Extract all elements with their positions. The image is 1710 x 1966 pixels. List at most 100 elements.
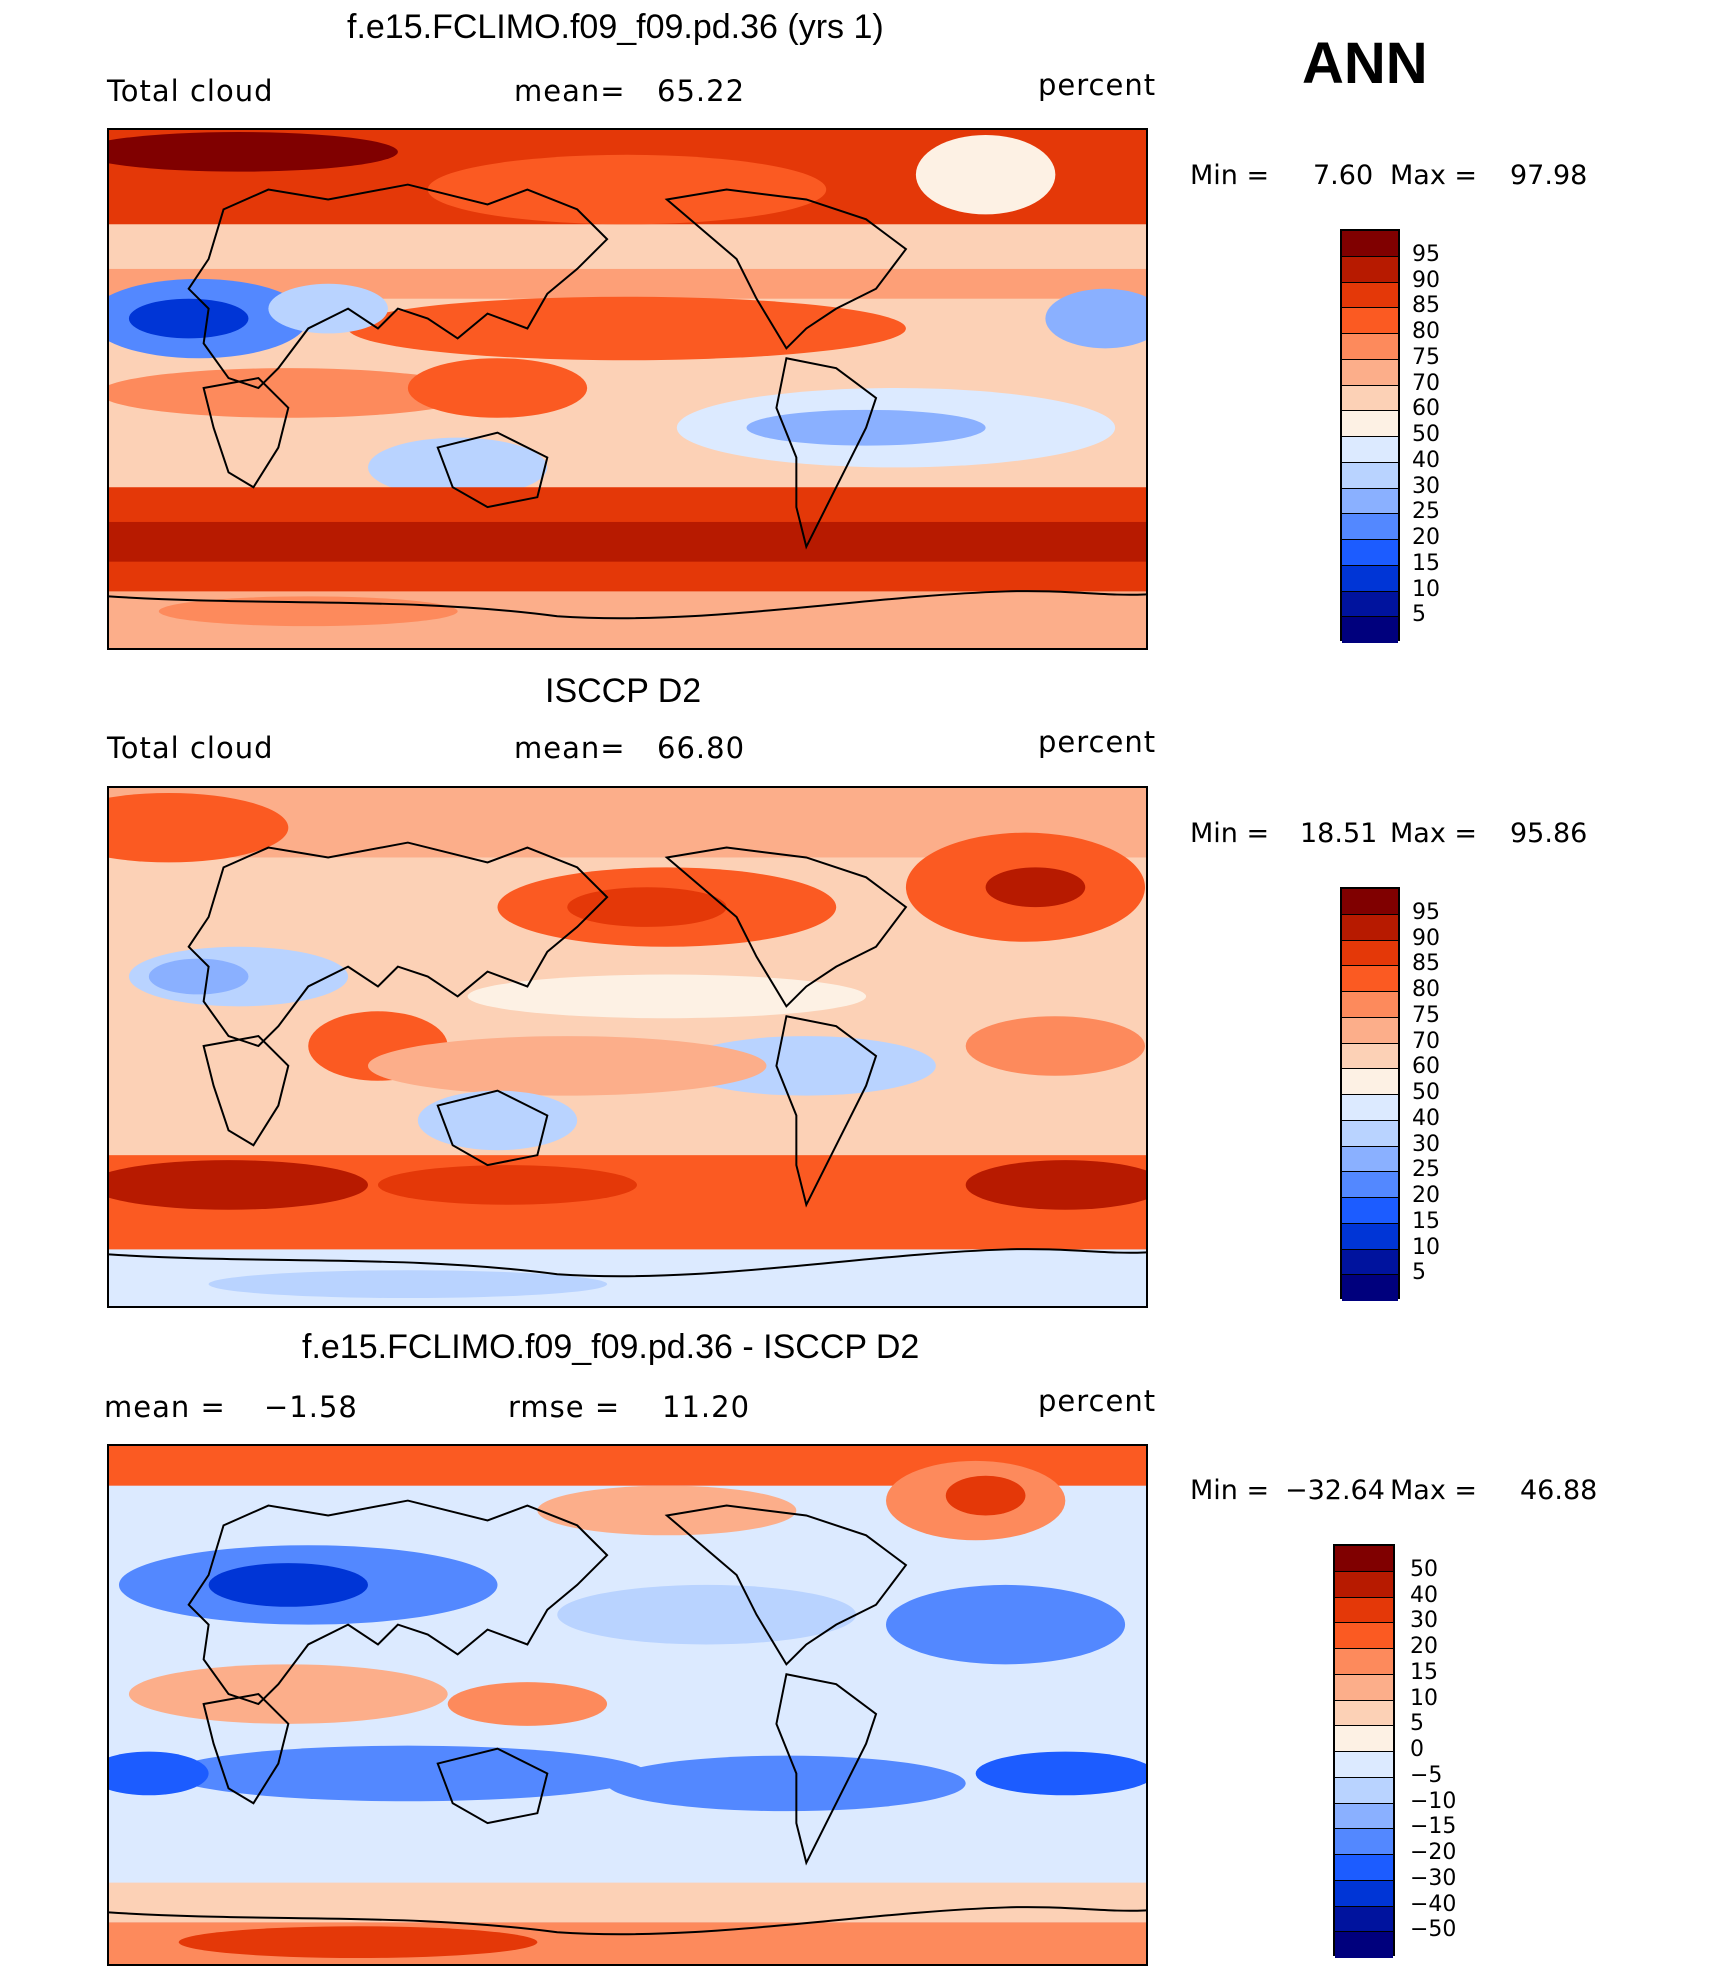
colorbar-tick-label: −50 — [1410, 1917, 1457, 1943]
colorbar-swatch — [1342, 591, 1398, 618]
colorbar-swatch — [1342, 1249, 1398, 1276]
colorbar-swatch — [1342, 966, 1398, 992]
panel-1-colorbar — [1340, 229, 1400, 643]
colorbar-swatch — [1342, 514, 1398, 540]
panel-3-units: percent — [1038, 1384, 1157, 1418]
panel-3-map — [107, 1444, 1148, 1966]
colorbar-swatch — [1342, 462, 1398, 489]
colorbar-tick-label: 25 — [1412, 1157, 1440, 1183]
colorbar-swatch — [1335, 1829, 1393, 1855]
colorbar-swatch — [1335, 1674, 1393, 1701]
panel-2-variable-label: Total cloud — [107, 731, 274, 765]
panel-2-min-value: 18.51 — [1300, 818, 1378, 849]
colorbar-swatch — [1342, 488, 1398, 515]
colorbar-swatch — [1342, 231, 1398, 257]
colorbar-swatch — [1342, 359, 1398, 386]
colorbar-swatch — [1335, 1623, 1393, 1649]
panel-2-min-label: Min = — [1190, 818, 1270, 849]
colorbar-tick-label: 25 — [1412, 499, 1440, 525]
panel-1-max-label: Max = — [1390, 160, 1478, 191]
colorbar-swatch — [1335, 1700, 1393, 1727]
panel-1-min-label: Min = — [1190, 160, 1270, 191]
colorbar-tick-label: 75 — [1412, 1002, 1440, 1028]
panel-2-mean-label: mean= — [514, 731, 626, 765]
colorbar-swatch — [1335, 1855, 1393, 1881]
panel-3-map-field — [109, 1446, 1146, 1964]
colorbar-swatch — [1342, 1120, 1398, 1147]
panel-1-map — [107, 128, 1148, 650]
colorbar-tick-label: 5 — [1412, 602, 1426, 628]
colorbar-tick-label: 5 — [1412, 1260, 1426, 1286]
colorbar-tick-label: 20 — [1410, 1634, 1438, 1659]
panel-1-map-field — [109, 130, 1146, 648]
colorbar-tick-label: 10 — [1412, 1234, 1440, 1260]
colorbar-tick-label: 40 — [1412, 447, 1440, 473]
colorbar-tick-label: 0 — [1410, 1737, 1424, 1762]
panel-2-map-field — [109, 788, 1146, 1306]
colorbar-swatch — [1342, 437, 1398, 463]
colorbar-tick-label: 70 — [1412, 1028, 1440, 1054]
colorbar-tick-label: 95 — [1412, 899, 1440, 925]
colorbar-swatch — [1335, 1571, 1393, 1598]
panel-3-rmse-label: rmse = — [508, 1390, 621, 1424]
colorbar-tick-label: 75 — [1412, 344, 1440, 370]
colorbar-swatch — [1342, 1069, 1398, 1095]
colorbar-swatch — [1342, 1043, 1398, 1070]
colorbar-swatch — [1335, 1932, 1393, 1958]
colorbar-tick-label: 40 — [1412, 1105, 1440, 1131]
panel-1-min-value: 7.60 — [1313, 160, 1374, 191]
panel-2-colorbar — [1340, 887, 1400, 1301]
panel-3-title: f.e15.FCLIMO.f09_f09.pd.36 - ISCCP D2 — [302, 1328, 920, 1366]
colorbar-swatch — [1342, 385, 1398, 412]
colorbar-swatch — [1342, 334, 1398, 360]
colorbar-swatch — [1342, 1275, 1398, 1301]
colorbar-tick-label: 90 — [1412, 925, 1440, 951]
colorbar-tick-label: 20 — [1412, 1183, 1440, 1208]
panel-3-rmse-value: 11.20 — [662, 1390, 751, 1424]
panel-1-mean-value: 65.22 — [657, 74, 746, 108]
colorbar-tick-label: −15 — [1410, 1814, 1457, 1840]
colorbar-tick-label: −40 — [1410, 1891, 1457, 1917]
panel-3-max-value: 46.88 — [1520, 1475, 1598, 1506]
colorbar-tick-label: −5 — [1410, 1762, 1443, 1788]
panel-3-mean-value: −1.58 — [264, 1390, 358, 1424]
colorbar-swatch — [1342, 282, 1398, 309]
colorbar-tick-label: −20 — [1410, 1840, 1457, 1865]
panel-3-colorbar — [1333, 1544, 1395, 1958]
colorbar-tick-label: 60 — [1412, 1054, 1440, 1080]
colorbar-tick-label: 10 — [1410, 1685, 1438, 1711]
panel-3-max-label: Max = — [1390, 1475, 1478, 1506]
colorbar-swatch — [1342, 256, 1398, 283]
panel-1-mean-label: mean= — [514, 74, 626, 108]
colorbar-tick-label: −30 — [1410, 1865, 1457, 1891]
colorbar-swatch — [1342, 940, 1398, 967]
colorbar-tick-label: 60 — [1412, 396, 1440, 422]
colorbar-swatch — [1335, 1777, 1393, 1804]
colorbar-swatch — [1335, 1880, 1393, 1907]
colorbar-swatch — [1335, 1906, 1393, 1933]
colorbar-tick-label: 85 — [1412, 293, 1440, 319]
panel-2-max-value: 95.86 — [1510, 818, 1588, 849]
panel-1-title: f.e15.FCLIMO.f09_f09.pd.36 (yrs 1) — [347, 8, 884, 46]
colorbar-swatch — [1342, 308, 1398, 334]
panel-2-units: percent — [1038, 725, 1157, 759]
colorbar-tick-label: 80 — [1412, 319, 1440, 344]
colorbar-tick-label: 15 — [1412, 550, 1440, 576]
colorbar-swatch — [1342, 1095, 1398, 1121]
colorbar-swatch — [1342, 914, 1398, 941]
colorbar-swatch — [1342, 889, 1398, 915]
panel-2-title: ISCCP D2 — [545, 672, 702, 710]
colorbar-tick-label: −10 — [1410, 1788, 1457, 1814]
colorbar-tick-label: 95 — [1412, 241, 1440, 267]
colorbar-swatch — [1335, 1546, 1393, 1572]
colorbar-tick-label: 30 — [1412, 1131, 1440, 1157]
colorbar-tick-label: 50 — [1412, 422, 1440, 447]
colorbar-swatch — [1342, 1223, 1398, 1250]
colorbar-swatch — [1335, 1649, 1393, 1675]
colorbar-swatch — [1342, 992, 1398, 1018]
colorbar-tick-label: 10 — [1412, 576, 1440, 602]
colorbar-tick-label: 15 — [1412, 1208, 1440, 1234]
panel-1-variable-label: Total cloud — [107, 74, 274, 108]
colorbar-tick-label: 70 — [1412, 370, 1440, 396]
colorbar-swatch — [1342, 1017, 1398, 1044]
